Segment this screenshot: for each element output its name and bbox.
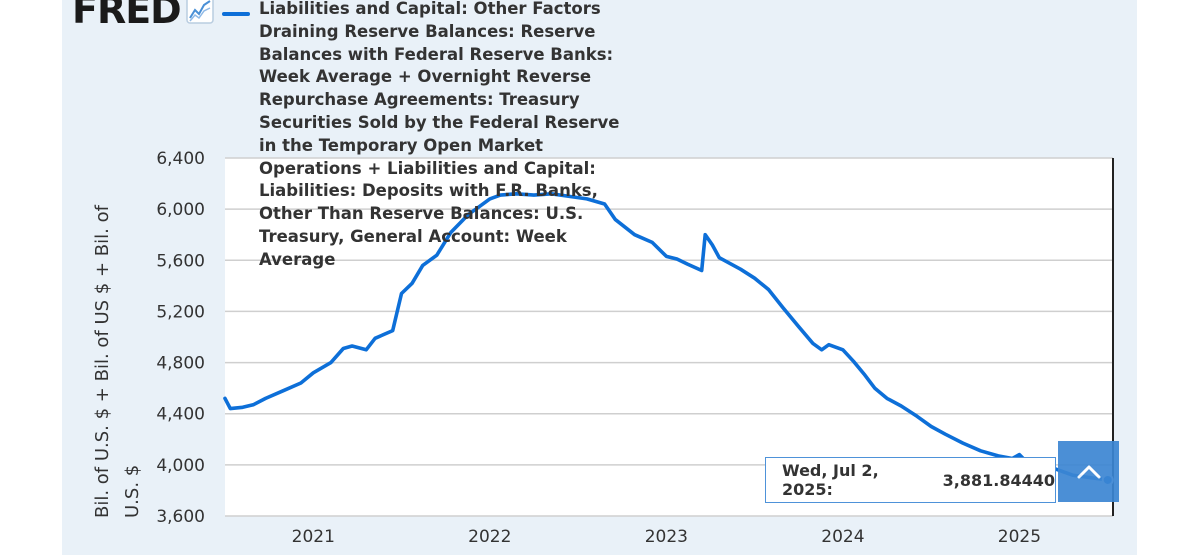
trend-graph-icon <box>185 0 214 24</box>
tooltip-date: Wed, Jul 2, 2025: <box>782 461 879 499</box>
series-line <box>223 192 1110 482</box>
y-tick-labels: 3,600 4,000 4,400 4,800 5,200 5,600 6,000 6,400 <box>156 149 205 527</box>
logo-text: FRED <box>72 0 182 32</box>
y-tick-label: 4,400 <box>156 405 205 425</box>
scroll-top-button[interactable] <box>1058 441 1119 502</box>
x-tick-label: 2022 <box>468 527 511 547</box>
x-tick-labels: 2021 2022 2023 2024 2025 <box>292 527 1041 547</box>
legend-swatch <box>222 12 250 16</box>
x-tick-label: 2025 <box>998 527 1041 547</box>
x-tick-label: 2021 <box>292 527 335 547</box>
legend-series-label[interactable]: Liabilities and Capital: Other Factors D… <box>259 0 620 269</box>
grid-lines <box>225 157 1113 517</box>
y-tick-label: 4,800 <box>156 354 205 374</box>
y-tick-label: 3,600 <box>156 507 205 527</box>
y-tick-label: 6,400 <box>156 149 205 169</box>
tooltip-value: 3,881.84440 <box>942 470 1055 490</box>
data-tooltip: Wed, Jul 2, 2025: 3,881.84440 <box>765 457 1056 503</box>
x-tick-label: 2024 <box>821 527 864 547</box>
y-tick-label: 6,000 <box>156 200 205 220</box>
x-tick-label: 2023 <box>645 527 688 547</box>
y-tick-label: 5,600 <box>156 251 205 271</box>
y-tick-label: 5,200 <box>156 302 205 322</box>
chevron-up-icon <box>1077 465 1100 478</box>
y-tick-label: 4,000 <box>156 456 205 476</box>
fred-logo[interactable]: FRED <box>72 0 214 30</box>
plot-area <box>225 158 1113 516</box>
